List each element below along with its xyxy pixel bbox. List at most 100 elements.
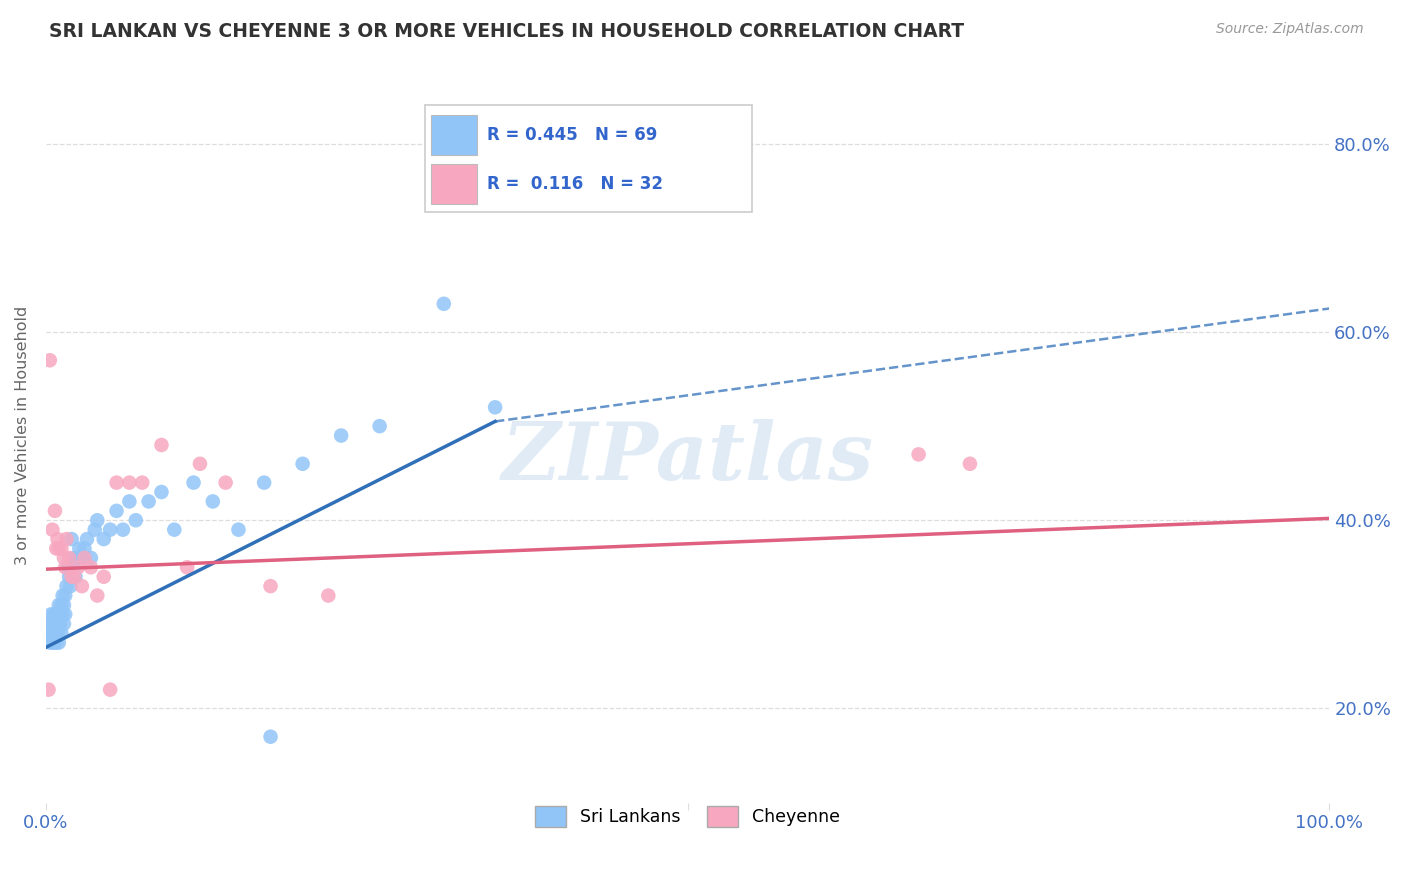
Point xyxy=(42,607,65,622)
Point xyxy=(93,570,115,584)
Point xyxy=(433,297,456,311)
Point xyxy=(58,570,80,584)
Point xyxy=(44,626,66,640)
Point xyxy=(73,550,96,565)
Point xyxy=(67,550,90,565)
Text: ZIPatlas: ZIPatlas xyxy=(502,419,873,496)
Point xyxy=(86,513,108,527)
Point xyxy=(44,616,66,631)
Point xyxy=(80,560,103,574)
Point xyxy=(125,513,148,527)
Point xyxy=(46,607,69,622)
Point xyxy=(42,626,65,640)
Point xyxy=(368,419,391,434)
Point xyxy=(105,504,128,518)
Point xyxy=(51,607,73,622)
Point xyxy=(49,607,72,622)
Point xyxy=(38,353,60,368)
Point xyxy=(183,475,205,490)
Point xyxy=(86,589,108,603)
Point xyxy=(38,635,60,649)
Point xyxy=(48,541,70,556)
Point xyxy=(41,635,63,649)
Point xyxy=(45,635,67,649)
Point xyxy=(118,475,141,490)
Point xyxy=(52,598,75,612)
Point xyxy=(52,550,75,565)
Point xyxy=(62,560,84,574)
Point xyxy=(49,616,72,631)
Point xyxy=(131,475,153,490)
Point xyxy=(316,589,339,603)
Point xyxy=(46,532,69,546)
Point xyxy=(73,541,96,556)
Point xyxy=(39,607,62,622)
Point xyxy=(46,626,69,640)
Text: Source: ZipAtlas.com: Source: ZipAtlas.com xyxy=(1216,22,1364,37)
Point xyxy=(188,457,211,471)
Point xyxy=(38,682,60,697)
Point xyxy=(67,560,90,574)
Point xyxy=(59,579,82,593)
Point xyxy=(63,570,86,584)
Point xyxy=(63,550,86,565)
Point xyxy=(53,589,76,603)
Point xyxy=(959,457,981,471)
Point xyxy=(76,532,98,546)
Point xyxy=(67,541,90,556)
Point xyxy=(38,616,60,631)
Point xyxy=(44,504,66,518)
Point xyxy=(41,626,63,640)
Point xyxy=(46,626,69,640)
Legend: Sri Lankans, Cheyenne: Sri Lankans, Cheyenne xyxy=(529,799,846,834)
Y-axis label: 3 or more Vehicles in Household: 3 or more Vehicles in Household xyxy=(15,306,30,566)
Point xyxy=(176,560,198,574)
Point xyxy=(118,494,141,508)
Point xyxy=(56,560,79,574)
Point xyxy=(41,616,63,631)
Point xyxy=(907,447,929,461)
Point xyxy=(48,598,70,612)
Point xyxy=(53,607,76,622)
Point xyxy=(39,626,62,640)
Point xyxy=(53,560,76,574)
Point xyxy=(48,635,70,649)
Point xyxy=(44,607,66,622)
Point xyxy=(83,523,105,537)
Point xyxy=(228,523,250,537)
Point xyxy=(42,635,65,649)
Point xyxy=(98,523,121,537)
Point xyxy=(45,616,67,631)
Point xyxy=(138,494,160,508)
Point xyxy=(259,579,281,593)
Point xyxy=(330,428,353,442)
Point xyxy=(60,570,83,584)
Point xyxy=(65,570,87,584)
Point xyxy=(111,523,134,537)
Point xyxy=(163,523,186,537)
Point xyxy=(52,589,75,603)
Point xyxy=(214,475,236,490)
Point xyxy=(55,579,77,593)
Point xyxy=(58,550,80,565)
Point xyxy=(253,475,276,490)
Point xyxy=(201,494,224,508)
Point xyxy=(60,532,83,546)
Point xyxy=(45,607,67,622)
Point xyxy=(52,616,75,631)
Point xyxy=(48,616,70,631)
Point xyxy=(51,598,73,612)
Point xyxy=(105,475,128,490)
Point xyxy=(55,532,77,546)
Point xyxy=(52,607,75,622)
Point xyxy=(98,682,121,697)
Point xyxy=(259,730,281,744)
Point xyxy=(70,550,93,565)
Point xyxy=(41,523,63,537)
Point xyxy=(45,541,67,556)
Point xyxy=(70,579,93,593)
Point xyxy=(38,626,60,640)
Point xyxy=(291,457,314,471)
Point xyxy=(51,541,73,556)
Point xyxy=(80,550,103,565)
